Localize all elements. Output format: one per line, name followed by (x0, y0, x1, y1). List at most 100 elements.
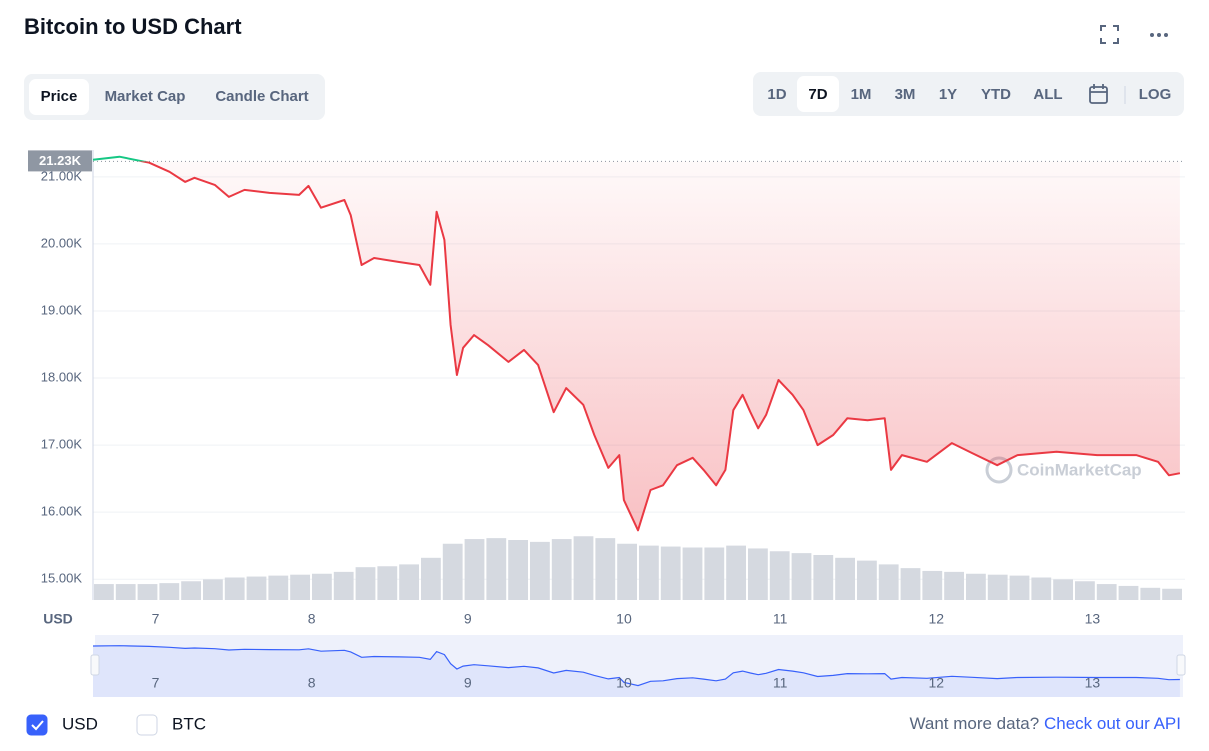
volume-bar (944, 571, 964, 600)
x-tick-label: 8 (308, 611, 316, 627)
x-tick-label: 7 (152, 611, 160, 627)
volume-bar (922, 570, 943, 600)
checkbox[interactable] (26, 714, 48, 736)
volume-bar (442, 543, 463, 600)
navigator-line (92, 645, 1180, 687)
navigator-tick-label: 12 (928, 675, 944, 691)
volume-bar (377, 566, 398, 600)
volume-bar (355, 567, 376, 600)
volume-bar (115, 584, 136, 600)
currency-label: USD (62, 714, 98, 733)
volume-bar (268, 575, 289, 600)
volume-bar (878, 564, 899, 600)
reference-badge (28, 150, 92, 172)
navigator-area (93, 645, 1180, 697)
x-tick-label: 12 (928, 611, 944, 627)
navigator-tick-label: 8 (308, 675, 316, 691)
footer-text: Want more data? (909, 714, 1039, 733)
footer: Want more data? Check out our API (909, 714, 1181, 733)
volume-bar (1162, 588, 1182, 600)
volume-bar (726, 545, 746, 600)
volume-bar (1009, 575, 1030, 600)
volume-bar (530, 541, 550, 600)
x-tick-label: 10 (616, 611, 632, 627)
tab-active-bg (29, 79, 89, 115)
range-button[interactable]: 1D (767, 86, 786, 103)
volume-bar (290, 574, 310, 600)
navigator-tick-label: 13 (1085, 675, 1101, 691)
axis-unit: USD (43, 611, 73, 627)
volume-bar (246, 576, 267, 600)
x-tick-label: 9 (464, 611, 472, 627)
volume-bar (312, 573, 332, 600)
volume-bar (1031, 577, 1052, 600)
volume-bar (203, 579, 223, 600)
volume-bar (1140, 587, 1161, 600)
currency-label: BTC (172, 714, 206, 733)
volume-bar (94, 584, 114, 600)
range-active-bg (797, 76, 839, 112)
title: Bitcoin to USD Chart (24, 14, 242, 39)
y-tick-label: 17.00K (41, 437, 83, 452)
y-tick-label: 18.00K (41, 369, 83, 384)
tab[interactable]: Market Cap (105, 88, 186, 105)
tab[interactable]: Candle Chart (215, 88, 308, 105)
volume-bar (508, 540, 528, 600)
checkmark (31, 720, 44, 731)
x-tick-label: 13 (1085, 611, 1101, 627)
watermark: CoinMarketCap (1017, 460, 1142, 479)
volume-bar (137, 584, 158, 600)
y-tick-label: 20.00K (41, 235, 83, 250)
fullscreen-icon[interactable] (1100, 25, 1119, 44)
volume-bar (857, 560, 877, 600)
range-button[interactable]: 1M (851, 86, 872, 103)
range-bar (753, 72, 1184, 116)
volume-bar (1118, 585, 1139, 600)
range-button[interactable]: 3M (895, 86, 916, 103)
y-tick-label: 16.00K (41, 504, 83, 519)
log-button[interactable]: LOG (1139, 86, 1172, 103)
range-button[interactable]: ALL (1033, 86, 1062, 103)
tab-bar (24, 74, 325, 120)
checkbox[interactable] (136, 714, 158, 736)
navigator-handle[interactable] (1176, 654, 1186, 676)
volume-bar (333, 571, 354, 600)
volume-bar (1075, 581, 1095, 600)
y-tick-label: 15.00K (41, 571, 83, 586)
volume-bar (987, 574, 1008, 600)
volume-bar (617, 543, 637, 600)
navigator-tick-label: 11 (773, 675, 788, 691)
calendar-icon[interactable] (1089, 84, 1108, 104)
volume-bar (573, 536, 594, 600)
volume-bar (486, 538, 507, 600)
volume-bar (181, 581, 201, 600)
volume-bar (224, 577, 245, 600)
volume-bar (1096, 584, 1117, 600)
tab[interactable]: Price (41, 88, 78, 105)
volume-bar (704, 547, 725, 600)
range-button[interactable]: YTD (981, 86, 1011, 103)
navigator-handle[interactable] (90, 654, 100, 676)
navigator-tick-label: 10 (616, 675, 632, 691)
price-line (137, 161, 1181, 532)
api-link[interactable]: Check out our API (1044, 714, 1181, 733)
volume-bar (464, 539, 485, 600)
volume-bar (682, 547, 703, 600)
navigator-tick-label: 9 (464, 675, 472, 691)
x-tick-label: 11 (773, 611, 788, 627)
volume-bar (421, 557, 441, 600)
range-button[interactable]: 7D (808, 86, 827, 103)
y-tick-label: 19.00K (41, 302, 83, 317)
volume-bar (900, 568, 921, 600)
volume-bar (639, 545, 659, 600)
volume-bar (551, 539, 572, 600)
volume-bar (159, 583, 180, 600)
price-area (93, 161, 1180, 531)
more-icon[interactable] (1150, 33, 1168, 37)
volume-bar (399, 564, 419, 600)
range-button[interactable]: 1Y (939, 86, 957, 103)
volume-bar (813, 555, 834, 600)
volume-bar (791, 553, 812, 600)
y-tick-label: 21.00K (41, 168, 83, 183)
